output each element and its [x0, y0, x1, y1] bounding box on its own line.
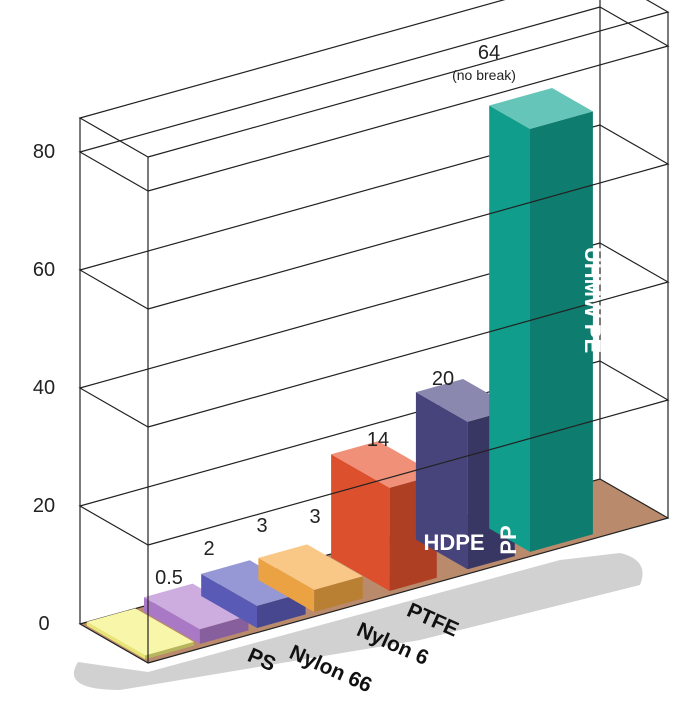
y-tick-label: 0 — [38, 613, 49, 635]
floor-shadow — [73, 553, 643, 690]
y-tick-label: 80 — [33, 141, 55, 163]
bar-side-face — [489, 105, 530, 552]
bar-2 — [201, 560, 306, 628]
floor-shadow-layer — [73, 553, 643, 690]
value-label: 2 — [203, 538, 214, 560]
bar-1 — [144, 583, 249, 644]
bar-side-face — [258, 557, 315, 612]
bar-top-face — [258, 544, 363, 590]
bar-side-face — [331, 454, 390, 591]
grid-front-layer — [147, 6, 670, 663]
value-label: 20 — [432, 368, 454, 390]
bar-0 — [86, 608, 194, 660]
bar-side-face — [201, 573, 257, 628]
bar-side-face — [144, 597, 200, 644]
bar-top-face — [86, 608, 194, 656]
annotation-label: (no break) — [452, 67, 516, 83]
value-label: 3 — [256, 515, 267, 537]
value-label: 14 — [367, 429, 389, 451]
bar-front-face — [145, 641, 194, 660]
bar-3 — [258, 544, 363, 612]
bar-side-face — [86, 621, 146, 660]
bars-layer — [86, 88, 593, 660]
value-label: 3 — [309, 506, 320, 528]
category-label: UHMW PE — [580, 247, 605, 353]
category-label: PP — [496, 525, 521, 554]
bar-top-face — [201, 560, 306, 606]
box-top-rim — [78, 0, 670, 158]
bar-front-face — [530, 111, 593, 552]
bar-top-face — [489, 88, 593, 129]
bar-front-face — [257, 592, 306, 628]
y-tick-label: 60 — [33, 259, 55, 281]
bar-top-face — [144, 583, 249, 630]
y-tick-label: 40 — [33, 377, 55, 399]
bar-6 — [489, 88, 593, 552]
bar-side-face — [415, 392, 468, 570]
y-tick-label: 20 — [33, 495, 55, 517]
bar-top-face — [331, 441, 437, 488]
bar-front-face — [199, 615, 249, 644]
value-label: 64 — [478, 42, 500, 64]
category-label: HDPE — [423, 530, 484, 555]
value-label: 0.5 — [155, 567, 183, 589]
bar-front-face — [314, 576, 363, 612]
